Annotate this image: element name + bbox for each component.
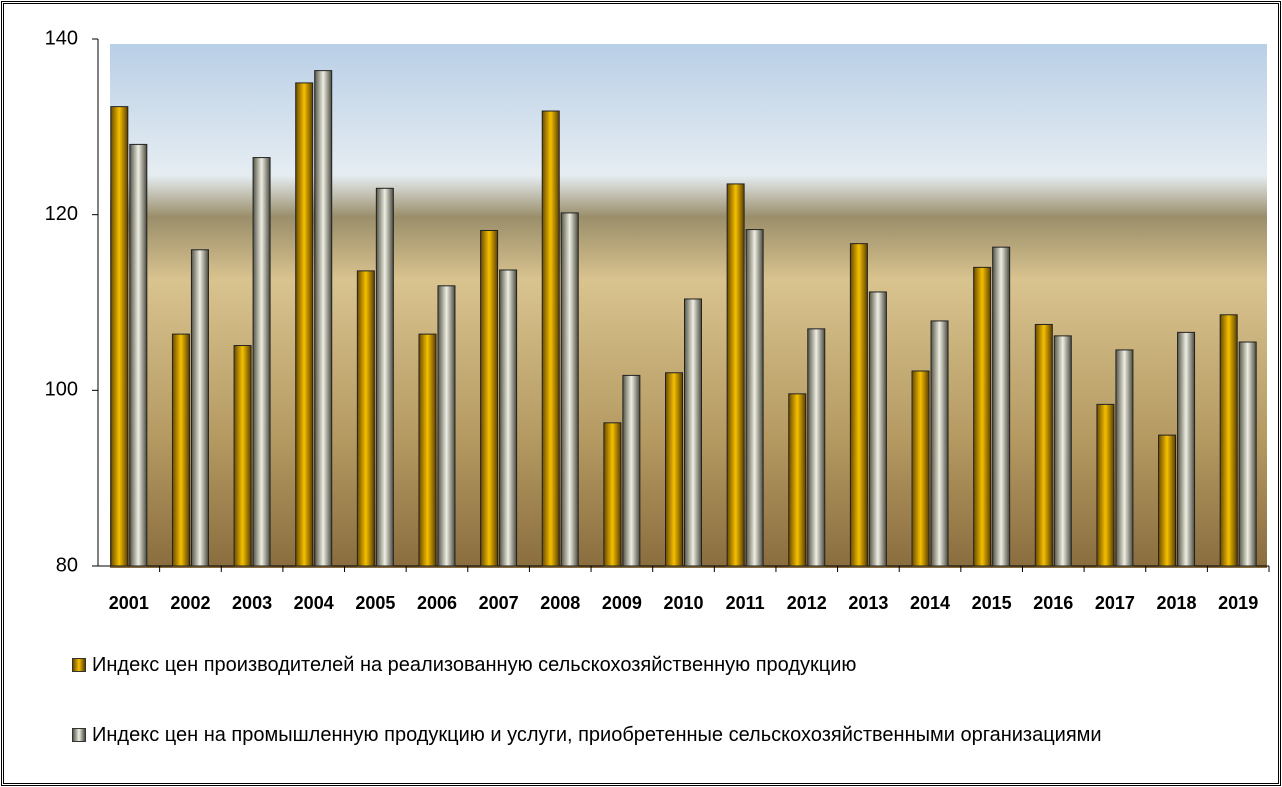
- bar: [1115, 349, 1134, 567]
- bar: [356, 270, 375, 567]
- x-tick-label: 2003: [232, 593, 272, 613]
- x-tick-label: 2017: [1095, 593, 1135, 613]
- x-tick-label: 2008: [540, 593, 580, 613]
- legend-swatch: [72, 728, 86, 742]
- bar: [622, 374, 641, 567]
- bar: [110, 106, 129, 567]
- x-tick-label: 2011: [726, 593, 765, 613]
- bar: [375, 187, 394, 567]
- bar: [1177, 331, 1196, 567]
- x-tick-label: 2010: [663, 593, 703, 613]
- legend-label: Индекс цен на промышленную продукцию и у…: [92, 724, 1102, 746]
- bar: [930, 320, 949, 567]
- bar: [129, 143, 148, 567]
- x-tick-label: 2018: [1157, 593, 1197, 613]
- bar: [233, 345, 252, 567]
- bar: [1034, 323, 1053, 567]
- legend-item: Индекс цен на промышленную продукцию и у…: [72, 722, 1256, 748]
- y-tick-label: 120: [45, 203, 78, 225]
- bar: [1158, 434, 1177, 567]
- bar: [665, 372, 683, 567]
- bar: [911, 370, 930, 567]
- bar: [1053, 335, 1072, 567]
- bar: [745, 229, 764, 567]
- x-tick-label: 2012: [787, 593, 827, 613]
- x-tick-label: 2014: [910, 593, 950, 613]
- y-tick-label: 140: [45, 27, 78, 49]
- bar: [1096, 403, 1115, 567]
- bar: [541, 110, 560, 567]
- bar: [314, 70, 333, 567]
- bar: [992, 246, 1011, 567]
- legend-label: Индекс цен производителей на реализованн…: [92, 654, 857, 676]
- bar: [726, 183, 745, 567]
- bar: [560, 212, 579, 567]
- chart: 80 100 120 140 2001 2002 2003 2004 2005 2006 2007 2…: [45, 27, 1270, 613]
- y-tick-label: 80: [56, 554, 78, 576]
- legend-swatch: [72, 658, 86, 672]
- x-tick-label: 2013: [848, 593, 888, 613]
- bar: [1219, 314, 1238, 567]
- bar: [788, 393, 807, 567]
- x-tick-label: 2015: [972, 593, 1012, 613]
- bar: [973, 266, 992, 567]
- bar: [171, 333, 190, 567]
- x-tick-label: 2005: [355, 593, 395, 613]
- x-tick-label: 2016: [1033, 593, 1073, 613]
- bar: [603, 422, 622, 567]
- x-tick-label: 2009: [602, 593, 642, 613]
- legend-item: Индекс цен производителей на реализованн…: [72, 652, 1256, 678]
- bar: [190, 249, 209, 567]
- bar: [1238, 341, 1257, 567]
- x-tick-label: 2001: [109, 593, 149, 613]
- y-tick-label: 100: [45, 379, 78, 401]
- x-tick-label: 2007: [479, 593, 519, 613]
- bar: [295, 82, 314, 567]
- bar: [807, 328, 826, 567]
- bar: [499, 269, 518, 567]
- bar: [684, 298, 702, 567]
- bar: [868, 291, 887, 567]
- bar: [418, 333, 437, 567]
- bar: [480, 229, 499, 567]
- bar: [437, 285, 456, 567]
- x-tick-label: 2004: [294, 593, 334, 613]
- bar: [849, 243, 868, 567]
- bar: [252, 157, 271, 567]
- x-tick-label: 2002: [170, 593, 210, 613]
- x-tick-label: 2006: [417, 593, 457, 613]
- x-tick-label: 2019: [1218, 593, 1258, 613]
